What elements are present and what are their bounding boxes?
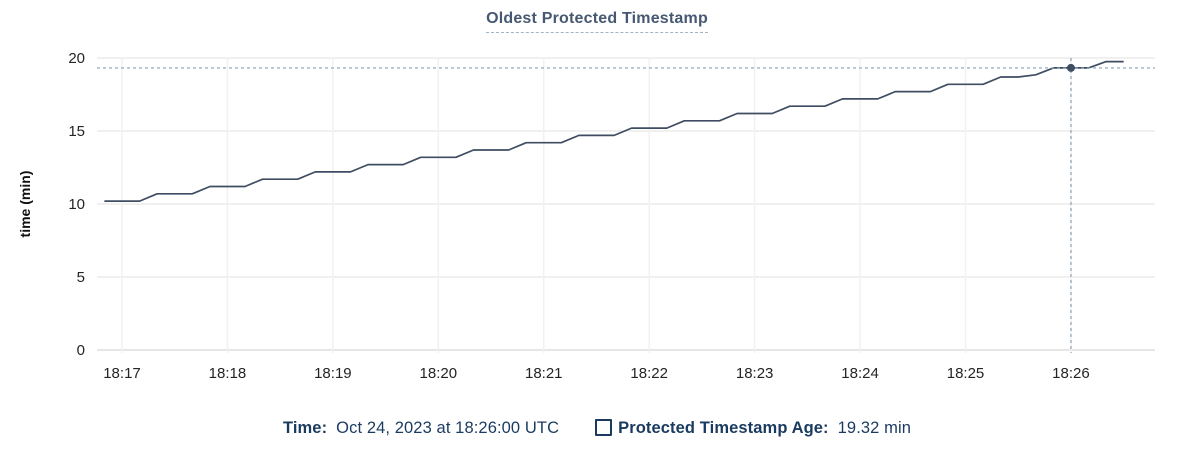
chart-title[interactable]: Oldest Protected Timestamp <box>486 10 708 33</box>
highlight-dot <box>1066 63 1075 72</box>
x-tick-label: 18:21 <box>525 365 563 382</box>
x-tick-label: 18:25 <box>947 365 985 382</box>
x-tick-label: 18:22 <box>630 365 668 382</box>
x-tick-label: 18:24 <box>841 365 879 382</box>
y-tick-label: 15 <box>68 123 85 140</box>
x-tick-label: 18:20 <box>420 365 458 382</box>
x-axis-tick-labels: 18:17 18:18 18:19 18:20 18:21 18:22 18:23 18:24… <box>103 365 1090 382</box>
series-checkbox[interactable] <box>595 419 613 436</box>
chart-title-row: Oldest Protected Timestamp <box>0 10 1194 33</box>
vertical-gridlines <box>121 58 1072 353</box>
y-tick-label: 20 <box>68 50 85 67</box>
series-toggle[interactable]: Protected Timestamp Age: <box>595 419 829 438</box>
x-tick-label: 18:17 <box>103 365 141 382</box>
crosshair-group <box>97 58 1155 353</box>
x-tick-label: 18:23 <box>736 365 774 382</box>
tooltip-time-label: Time: <box>282 419 328 437</box>
y-axis-tick-labels: 0 5 10 15 20 <box>68 50 85 359</box>
series-label: Protected Timestamp Age: <box>618 419 829 437</box>
series-line <box>104 60 1124 202</box>
y-axis-title: time (min) <box>17 171 33 238</box>
x-tick-label: 18:26 <box>1052 365 1090 382</box>
x-tick-label: 18:19 <box>314 365 352 382</box>
y-tick-label: 0 <box>77 342 85 359</box>
tooltip-time-value: Oct 24, 2023 at 18:26:00 UTC <box>336 419 560 437</box>
series-value: 19.32 min <box>837 419 912 437</box>
y-tick-label: 5 <box>77 269 85 286</box>
series-line-group <box>104 60 1124 202</box>
tooltip-legend: Time: Oct 24, 2023 at 18:26:00 UTC Protect… <box>0 419 1194 438</box>
horizontal-gridlines <box>97 57 1155 351</box>
y-tick-label: 10 <box>68 196 85 213</box>
x-tick-label: 18:18 <box>209 365 247 382</box>
